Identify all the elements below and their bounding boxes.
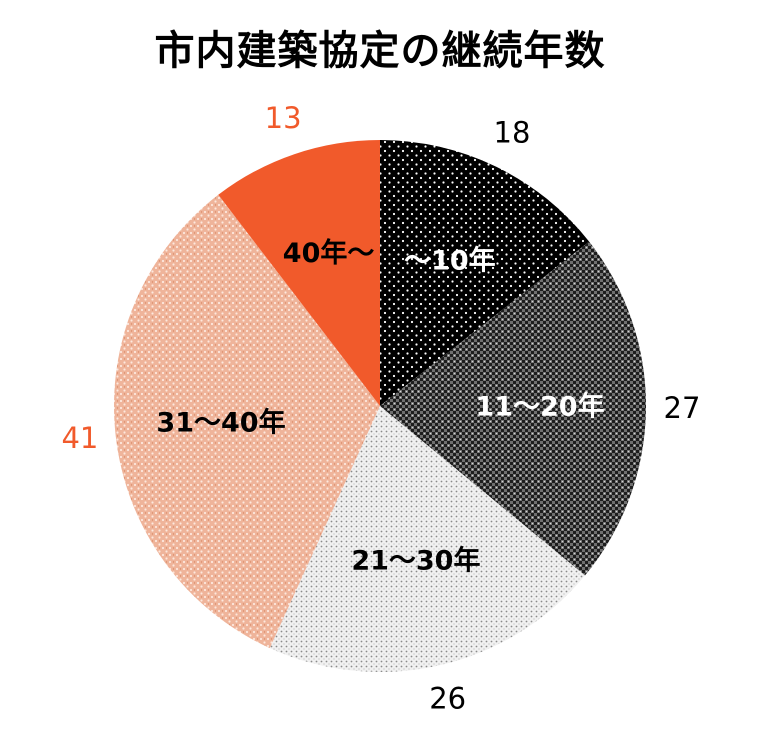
slice-label: 11～20年 (475, 391, 604, 423)
pie-slice (114, 194, 381, 649)
pie-slice (380, 140, 590, 406)
pie-slice (269, 406, 585, 672)
slice-label: 40年～ (283, 237, 375, 269)
chart-title: 市内建築協定の継続年数 (154, 28, 606, 74)
slice-value-label: 18 (494, 115, 531, 149)
slice-value-label: 26 (429, 681, 466, 715)
slice-label: 21～30年 (351, 544, 480, 576)
slice-label: 31～40年 (156, 407, 285, 439)
pie-slice (218, 140, 380, 406)
pie-slice (380, 241, 646, 576)
slice-label: ～10年 (404, 245, 496, 277)
slice-value-label: 41 (61, 421, 98, 455)
slice-value-label: 27 (664, 391, 701, 425)
slice-value-label: 13 (265, 101, 302, 135)
